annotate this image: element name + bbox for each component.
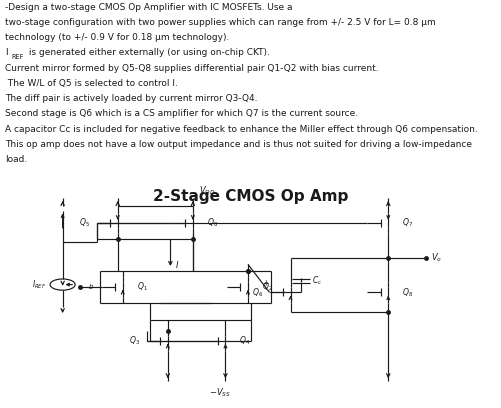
Text: Second stage is Q6 which is a CS amplifier for which Q7 is the current source.: Second stage is Q6 which is a CS amplifi… — [5, 109, 358, 118]
Text: REF: REF — [11, 54, 24, 60]
Text: $V_o$: $V_o$ — [431, 251, 442, 264]
Text: Current mirror formed by Q5-Q8 supplies differential pair Q1-Q2 with bias curren: Current mirror formed by Q5-Q8 supplies … — [5, 64, 379, 73]
Text: $I$: $I$ — [175, 259, 179, 270]
Text: $Q_1$: $Q_1$ — [137, 281, 148, 293]
Text: $V_{DD}$: $V_{DD}$ — [199, 184, 215, 197]
Text: I: I — [5, 49, 8, 58]
Text: $Q_8$: $Q_8$ — [402, 286, 413, 299]
Text: $-V_{SS}$: $-V_{SS}$ — [209, 387, 231, 399]
Text: This op amp does not have a low output impedance and is thus not suited for driv: This op amp does not have a low output i… — [5, 140, 472, 149]
Text: $Q_3$: $Q_3$ — [129, 335, 140, 347]
Text: $b$: $b$ — [88, 282, 94, 291]
Text: -Design a two-stage CMOS Op Amplifier with IC MOSFETs. Use a: -Design a two-stage CMOS Op Amplifier wi… — [5, 3, 293, 12]
Text: $C_c$: $C_c$ — [312, 275, 322, 288]
Text: load.: load. — [5, 155, 27, 164]
Text: A capacitor Cc is included for negative feedback to enhance the Miller effect th: A capacitor Cc is included for negative … — [5, 125, 478, 134]
Text: $Q_8$: $Q_8$ — [207, 217, 218, 229]
Text: two-stage configuration with two power supplies which can range from +/- 2.5 V f: two-stage configuration with two power s… — [5, 18, 436, 27]
Text: $Q_6$: $Q_6$ — [252, 286, 263, 299]
Text: $Q_5$: $Q_5$ — [79, 217, 90, 229]
Text: $Q_2$: $Q_2$ — [262, 281, 273, 293]
Text: $Q_7$: $Q_7$ — [402, 217, 413, 229]
Text: is generated either externally (or using on-chip CKT).: is generated either externally (or using… — [26, 49, 270, 58]
Text: technology (to +/- 0.9 V for 0.18 μm technology).: technology (to +/- 0.9 V for 0.18 μm tec… — [5, 33, 229, 42]
Text: The W/L of Q5 is selected to control I.: The W/L of Q5 is selected to control I. — [5, 79, 178, 88]
Text: $Q_4$: $Q_4$ — [239, 335, 250, 347]
Text: $+$: $+$ — [262, 278, 270, 288]
Text: 2-Stage CMOS Op Amp: 2-Stage CMOS Op Amp — [153, 189, 348, 204]
Text: The diff pair is actively loaded by current mirror Q3-Q4.: The diff pair is actively loaded by curr… — [5, 94, 258, 103]
Text: $I_{REF}$: $I_{REF}$ — [32, 278, 47, 291]
